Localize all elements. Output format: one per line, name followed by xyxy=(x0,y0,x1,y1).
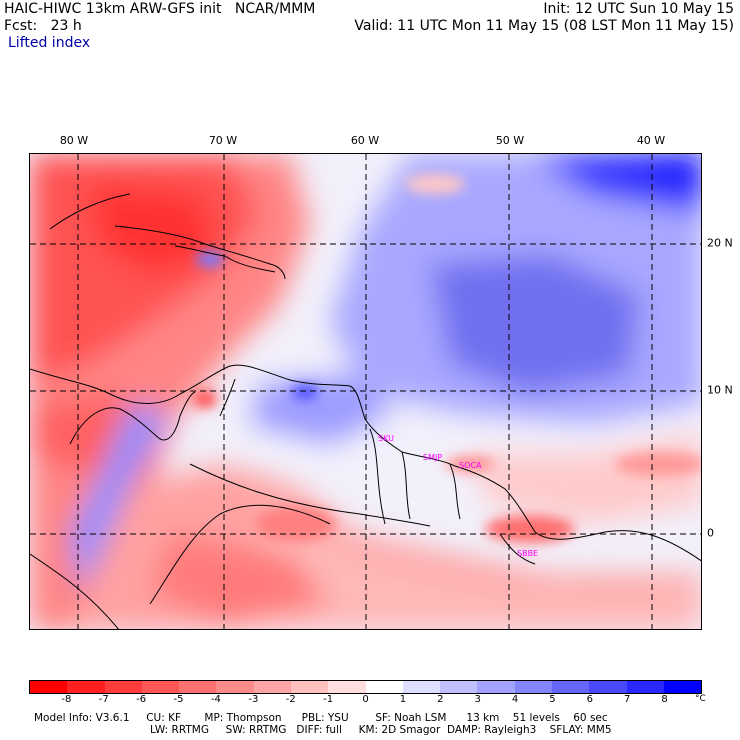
lon-label-40w: 40 W xyxy=(636,134,666,147)
map-canvas: SKU SMJP SOCA SBBE xyxy=(30,154,701,629)
lat-label-0: 0 xyxy=(707,526,714,540)
lon-label-50w: 50 W xyxy=(495,134,525,147)
colorbar xyxy=(29,680,702,694)
colorbar-segment xyxy=(141,681,180,693)
colorbar-tick-label: -6 xyxy=(136,694,147,705)
colorbar-tick-label: 8 xyxy=(661,694,668,705)
lon-label-70w: 70 W xyxy=(208,134,238,147)
colorbar-segment xyxy=(663,681,702,693)
lifted-index-map: SKU SMJP SOCA SBBE xyxy=(29,153,702,630)
model-info-line-2: LW: RRTMG SW: RRTMG DIFF: full KM: 2D Sm… xyxy=(150,724,612,736)
lon-label-60w: 60 W xyxy=(350,134,380,147)
station-smjp: SMJP xyxy=(423,453,442,462)
colorbar-segment xyxy=(216,681,254,693)
init-time: Init: 12 UTC Sun 10 May 15 xyxy=(543,1,734,17)
model-info-line-1: Model Info: V3.6.1 CU: KF MP: Thompson P… xyxy=(34,712,608,724)
colorbar-tick-label: 5 xyxy=(549,694,556,705)
station-sku: SKU xyxy=(378,434,394,443)
forecast-hour: Fcst: 23 h xyxy=(4,18,82,34)
colorbar-tick-label: 0 xyxy=(362,694,369,705)
colorbar-segment xyxy=(253,681,291,693)
colorbar-segment xyxy=(477,681,515,693)
colorbar-segment xyxy=(328,681,366,693)
lifted-index-field xyxy=(30,154,701,629)
colorbar-segment xyxy=(67,681,105,693)
station-labels: SKU SMJP SOCA SBBE xyxy=(378,434,538,558)
lat-lon-gridlines xyxy=(30,154,701,629)
colorbar-tick-label: 4 xyxy=(511,694,519,705)
colorbar-segment xyxy=(589,681,627,693)
colorbar-segment xyxy=(290,681,329,693)
colorbar-segment xyxy=(514,681,552,693)
convective-cells xyxy=(193,174,701,543)
field-name: Lifted index xyxy=(8,35,91,51)
colorbar-tick-label: 2 xyxy=(437,694,444,705)
colorbar-segment xyxy=(365,681,403,693)
colorbar-tick-label: -7 xyxy=(98,694,109,705)
colorbar-tick-label: 1 xyxy=(399,694,407,705)
colorbar-segment xyxy=(30,681,68,693)
lon-label-80w: 80 W xyxy=(59,134,89,147)
colorbar-tick-label: 6 xyxy=(586,694,594,705)
colorbar-segment xyxy=(626,681,664,693)
station-sbbe: SBBE xyxy=(517,549,538,558)
colorbar-unit: °C xyxy=(695,694,706,704)
product-title: HAIC-HIWC 13km ARW-GFS init NCAR/MMM xyxy=(4,1,316,17)
colorbar-segment xyxy=(402,681,441,693)
colorbar-ticks: -8 -7 -6 -5 -4 -3 -2 -1 0 1 2 3 4 5 6 7 8 xyxy=(29,694,702,714)
colorbar-tick-label: -2 xyxy=(285,694,296,705)
station-soca: SOCA xyxy=(459,461,482,470)
colorbar-tick-label: -5 xyxy=(173,694,184,705)
lat-label-10n: 10 N xyxy=(707,383,733,397)
colorbar-segment xyxy=(440,681,478,693)
colorbar-tick-label: 3 xyxy=(474,694,481,705)
colorbar-tick-label: 7 xyxy=(624,694,631,705)
valid-time: Valid: 11 UTC Mon 11 May 15 (08 LST Mon … xyxy=(354,18,734,34)
colorbar-segment xyxy=(179,681,217,693)
colorbar-segment xyxy=(104,681,142,693)
colorbar-tick-label: -1 xyxy=(323,694,334,705)
coastlines xyxy=(30,193,701,629)
colorbar-segment xyxy=(551,681,590,693)
colorbar-tick-label: -3 xyxy=(248,694,259,705)
lat-label-20n: 20 N xyxy=(707,236,733,250)
colorbar-tick-label: -8 xyxy=(61,694,72,705)
colorbar-tick-label: -4 xyxy=(210,694,221,705)
